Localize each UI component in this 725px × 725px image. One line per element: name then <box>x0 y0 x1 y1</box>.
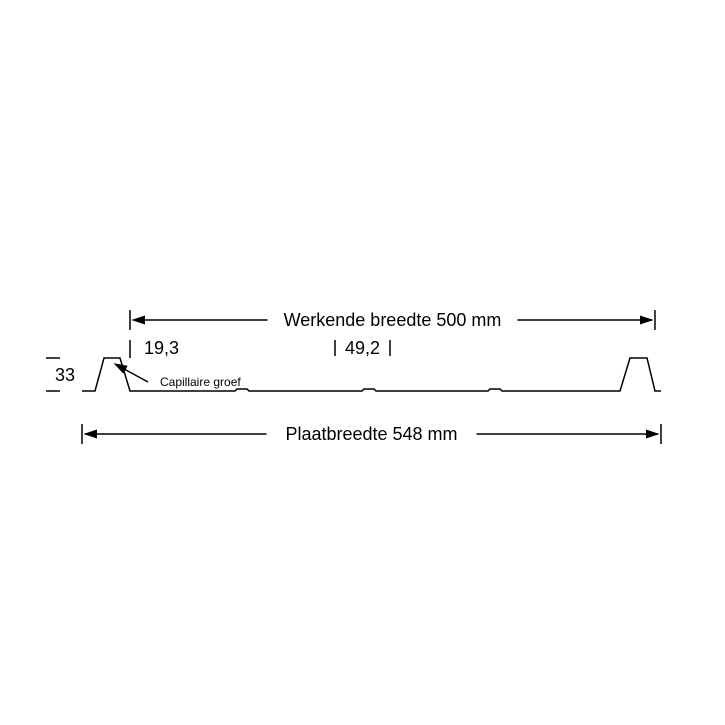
height-label: 33 <box>55 365 75 385</box>
dim-a-label: 19,3 <box>144 338 179 358</box>
capillary-label: Capillaire groef <box>160 375 241 389</box>
working-width-dimension: Werkende breedte 500 mm <box>130 310 655 330</box>
capillary-arrow <box>115 364 148 382</box>
plate-width-label: Plaatbreedte 548 mm <box>285 424 457 444</box>
dim-b: 49,2 <box>335 338 390 358</box>
diagram-canvas: Werkende breedte 500 mm Plaatbreedte 548… <box>0 0 725 725</box>
dim-a: 19,3 <box>130 338 179 358</box>
height-dimension: 33 <box>46 358 75 391</box>
working-width-label: Werkende breedte 500 mm <box>284 310 502 330</box>
plate-width-dimension: Plaatbreedte 548 mm <box>82 424 661 444</box>
dim-b-label: 49,2 <box>345 338 380 358</box>
capillary-annotation: Capillaire groef <box>115 364 241 389</box>
profile-diagram: Werkende breedte 500 mm Plaatbreedte 548… <box>0 0 725 725</box>
